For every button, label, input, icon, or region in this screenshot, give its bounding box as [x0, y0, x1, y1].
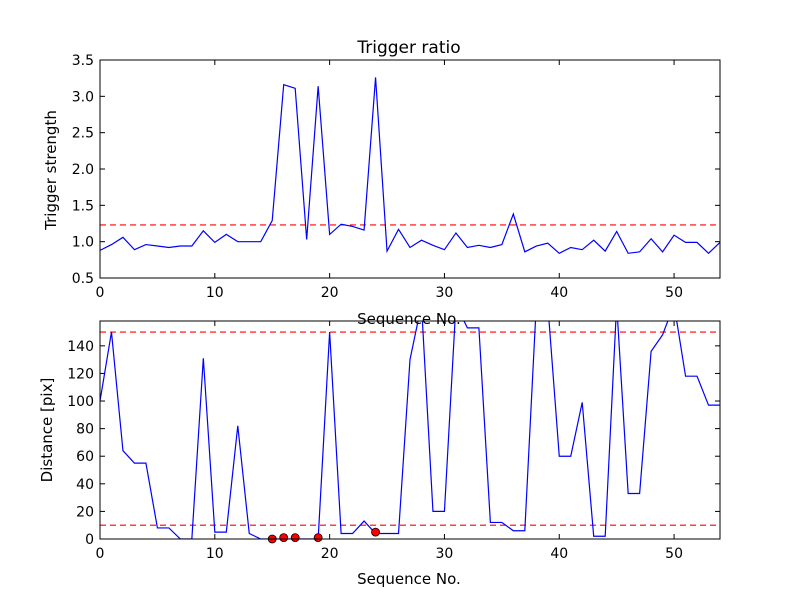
- bottom-marker-point: [313, 533, 323, 543]
- bottom-axes-frame: [99, 320, 721, 540]
- top-y-tick-label: 3.5: [72, 53, 94, 69]
- bottom-y-tick-label: 20: [76, 504, 94, 520]
- bottom-x-tick-label: 40: [550, 546, 568, 562]
- bottom-x-tick-label: 50: [665, 546, 683, 562]
- bottom-y-tick-label: 80: [76, 422, 94, 438]
- bottom-x-tick-label: 30: [436, 546, 454, 562]
- bottom-x-axis-label: Sequence No.: [357, 570, 461, 588]
- top-x-tick-label: 20: [321, 285, 339, 301]
- bottom-y-tick-label: 40: [76, 477, 94, 493]
- top-y-tick-label: 2.5: [72, 126, 94, 142]
- bottom-y-tick-label: 120: [67, 366, 94, 382]
- bottom-marker-point: [279, 533, 289, 543]
- top-x-tick-label: 10: [206, 285, 224, 301]
- top-y-tick-label: 2.0: [72, 162, 94, 178]
- top-series-line: [100, 77, 720, 255]
- top-y-tick-label: 0.5: [72, 271, 94, 287]
- bottom-marker-point: [290, 533, 300, 543]
- bottom-y-tick-label: 140: [67, 339, 94, 355]
- top-x-tick-label: 0: [96, 285, 105, 301]
- bottom-x-tick-label: 0: [96, 546, 105, 562]
- top-y-tick-label: 1.5: [72, 198, 94, 214]
- top-y-axis-label: Trigger strength: [42, 110, 60, 231]
- bottom-x-tick-label: 20: [321, 546, 339, 562]
- bottom-y-tick-label: 0: [85, 532, 94, 548]
- top-x-tick-label: 50: [665, 285, 683, 301]
- top-x-tick-label: 30: [436, 285, 454, 301]
- bottom-plot-area: [100, 321, 720, 539]
- bottom-y-tick-label: 60: [76, 449, 94, 465]
- top-y-tick-label: 3.0: [72, 89, 94, 105]
- trigger-ratio-panel: Trigger ratio Sequence No. Trigger stren…: [42, 38, 721, 328]
- top-y-tick-label: 1.0: [72, 235, 94, 251]
- bottom-y-axis-label: Distance [pix]: [38, 378, 56, 483]
- top-plot-area: [100, 77, 720, 255]
- top-x-axis-label: Sequence No.: [357, 310, 461, 328]
- bottom-series-line: [100, 321, 720, 539]
- top-x-tick-label: 40: [550, 285, 568, 301]
- bottom-marker-point: [371, 527, 380, 537]
- trigger-ratio-title: Trigger ratio: [356, 38, 460, 58]
- bottom-y-tick-label: 100: [67, 394, 94, 410]
- distance-panel: Sequence No. Distance [pix] 0 10 20 30 40 50 0…: [38, 320, 721, 588]
- bottom-x-tick-label: 10: [206, 546, 224, 562]
